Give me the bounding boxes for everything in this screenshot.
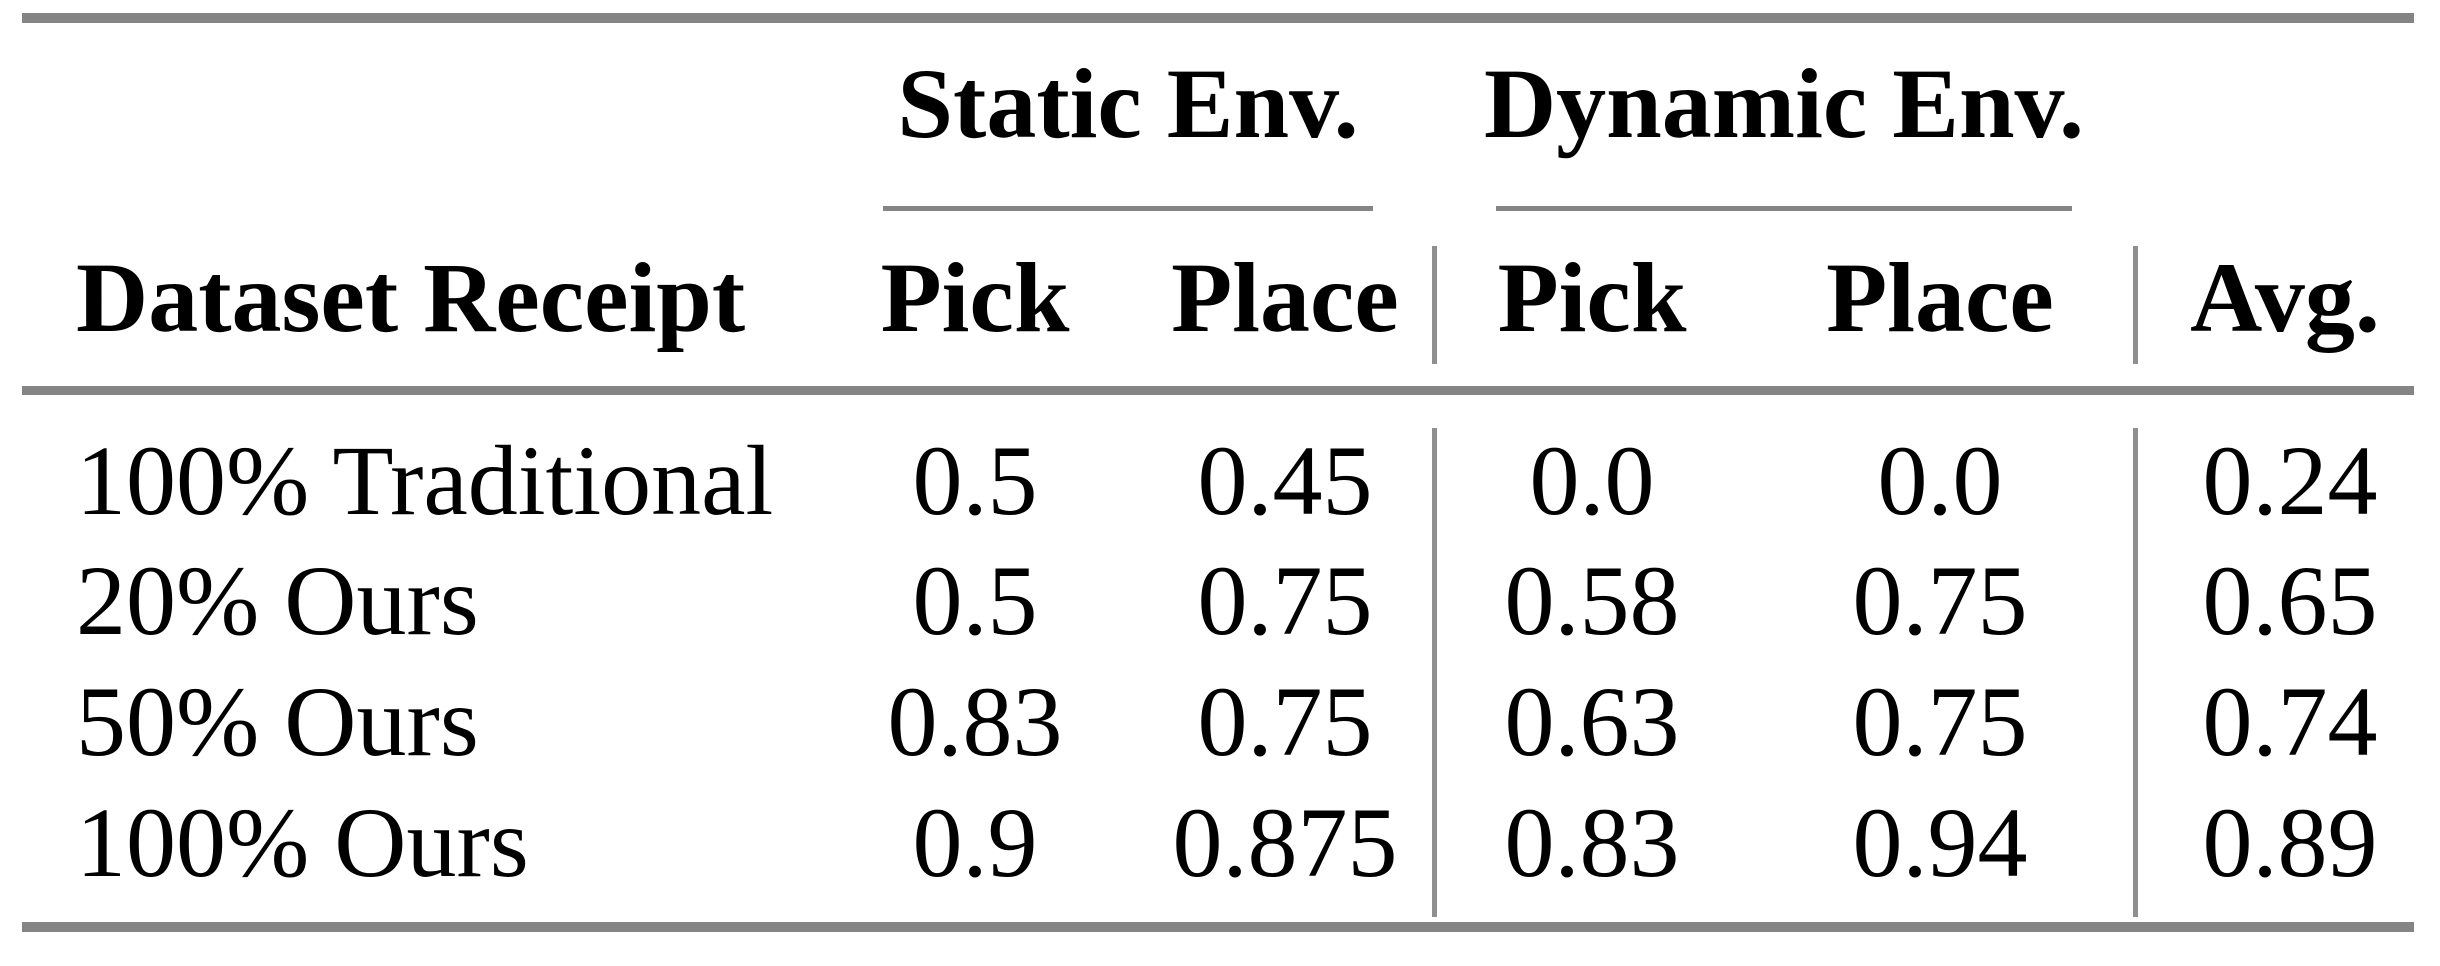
cell-static-place: 0.75 (1197, 545, 1373, 656)
row-label: 100% Ours (76, 787, 529, 898)
row-label: 100% Traditional (76, 425, 774, 536)
cell-static-place: 0.45 (1197, 425, 1373, 536)
row-label: 20% Ours (76, 545, 479, 656)
cell-avg: 0.74 (2202, 666, 2378, 777)
cell-dynamic-place: 0.75 (1852, 666, 2028, 777)
cell-dynamic-pick: 0.83 (1504, 787, 1680, 898)
column-header-static-place: Place (1171, 242, 1399, 353)
cell-static-pick: 0.9 (912, 787, 1038, 898)
mid-rule (22, 386, 2414, 395)
cell-dynamic-place: 0.0 (1877, 425, 2003, 536)
column-header-dataset-receipt: Dataset Receipt (76, 242, 746, 353)
cell-static-pick: 0.83 (887, 666, 1063, 777)
cell-dynamic-pick: 0.63 (1504, 666, 1680, 777)
cell-static-place: 0.75 (1197, 666, 1373, 777)
column-header-static-pick: Pick (880, 242, 1070, 353)
column-separator-1-header (1432, 246, 1437, 364)
cell-static-pick: 0.5 (912, 545, 1038, 656)
cell-dynamic-pick: 0.58 (1504, 545, 1680, 656)
spanner-dynamic-env: Dynamic Env. (1483, 48, 2085, 159)
cell-avg: 0.65 (2202, 545, 2378, 656)
cell-dynamic-place: 0.94 (1852, 787, 2028, 898)
column-header-dynamic-place: Place (1826, 242, 2054, 353)
cell-static-place: 0.875 (1172, 787, 1398, 898)
column-separator-2-body (2133, 428, 2138, 917)
cell-dynamic-place: 0.75 (1852, 545, 2028, 656)
column-header-avg: Avg. (2190, 242, 2380, 353)
top-rule (22, 13, 2414, 23)
dynamic-env-underline (1496, 206, 2072, 211)
row-label: 50% Ours (76, 666, 479, 777)
spanner-static-env: Static Env. (897, 48, 1359, 159)
column-separator-2-header (2133, 246, 2138, 364)
cell-static-pick: 0.5 (912, 425, 1038, 536)
cell-avg: 0.89 (2202, 787, 2378, 898)
static-env-underline (883, 206, 1373, 211)
column-separator-1-body (1432, 428, 1437, 917)
cell-avg: 0.24 (2202, 425, 2378, 536)
cell-dynamic-pick: 0.0 (1529, 425, 1655, 536)
bottom-rule (22, 922, 2414, 932)
column-header-dynamic-pick: Pick (1497, 242, 1687, 353)
